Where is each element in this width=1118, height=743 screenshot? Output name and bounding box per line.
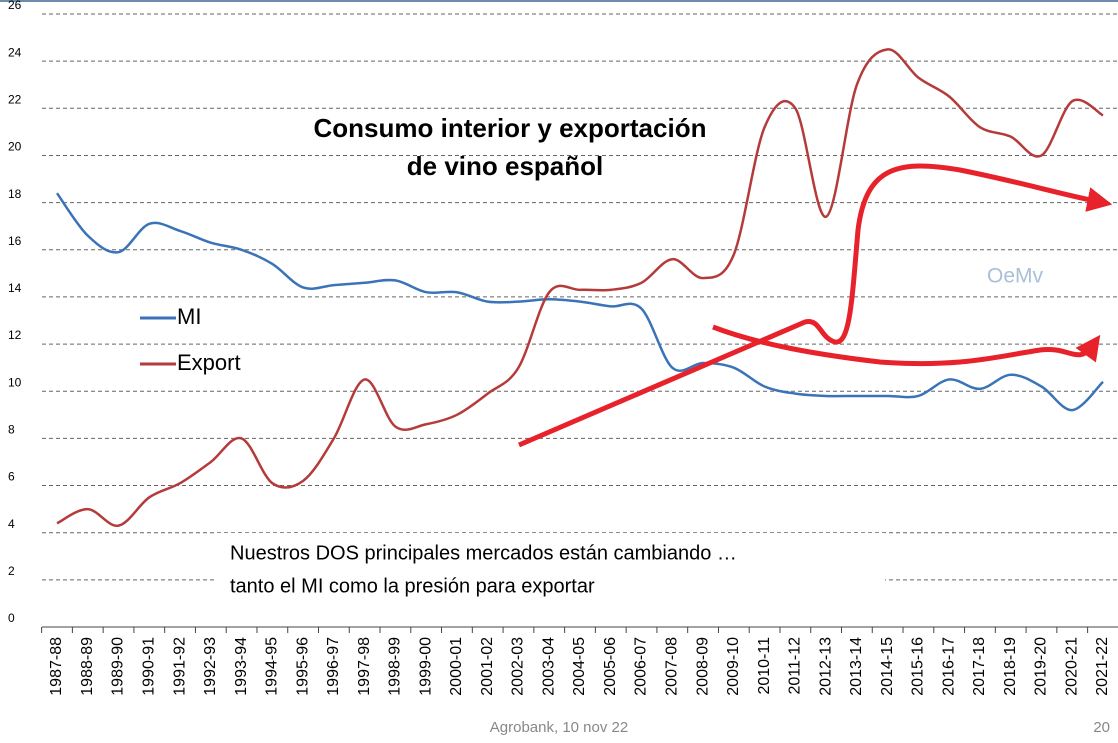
note-box [215,533,885,605]
y-tick-label: 4 [8,517,15,531]
x-tick-label: 1999-00 [417,637,434,696]
x-tick-label: 2002-03 [510,637,527,696]
x-tick-label: 2003-04 [540,637,557,696]
trend-arrow [518,163,1113,448]
x-tick-label: 2013-14 [848,637,865,696]
y-tick-label: 24 [8,45,22,59]
x-tick-label: 2000-01 [448,637,465,696]
x-tick-label: 1988-89 [79,637,96,696]
x-tick-label: 1992-93 [202,637,219,696]
x-tick-label: 2020-21 [1063,637,1080,696]
footer-source: Agrobank, 10 nov 22 [490,719,628,736]
x-tick-label: 1997-98 [356,637,373,696]
x-tick-label: 1991-92 [171,637,188,696]
y-tick-label: 18 [8,187,22,201]
x-tick-label: 1989-90 [110,637,127,696]
x-tick-label: 2007-08 [664,637,681,696]
note: tanto el MI como la presión para exporta… [230,575,595,597]
x-tick-label: 1996-97 [325,637,342,696]
y-tick-label: 10 [8,375,22,389]
x-tick-label: 2018-19 [1002,637,1019,696]
x-tick-label: 2006-07 [633,637,650,696]
y-tick-label: 6 [8,470,15,484]
x-tick-label: 1993-94 [233,637,250,696]
series-line [55,192,1104,412]
chart-title: Consumo interior y exportación [314,113,707,143]
y-tick-label: 8 [8,423,15,437]
x-tick-label: 2009-10 [725,637,742,696]
x-tick-label: 1998-99 [387,637,404,696]
x-tick-label: 1990-91 [141,637,158,696]
x-tick-label: 2011-12 [787,637,804,695]
y-tick-label: 22 [8,92,22,106]
x-tick-label: 2021-22 [1094,637,1111,696]
x-tick-label: 2016-17 [940,637,957,696]
y-tick-label: 2 [8,564,15,578]
y-tick-label: 0 [8,611,15,625]
series-line [56,48,1104,527]
x-tick-label: 2014-15 [879,637,896,696]
note: Nuestros DOS principales mercados están … [230,542,737,564]
x-tick-label: 1987-88 [48,637,65,696]
x-tick-label: 2001-02 [479,637,496,696]
x-tick-label: 2008-09 [694,637,711,696]
watermark: OeMv [987,265,1044,288]
chart-title: de vino español [407,151,604,181]
x-tick-label: 2012-13 [817,637,834,696]
legend-label: MI [177,304,201,329]
y-tick-label: 16 [8,234,22,248]
x-tick-label: 1995-96 [294,637,311,696]
y-tick-label: 12 [8,328,22,342]
x-tick-label: 2019-20 [1033,637,1050,696]
legend-label: Export [177,350,241,375]
x-tick-label: 2017-18 [971,637,988,696]
x-tick-label: 2004-05 [571,637,588,696]
x-tick-label: 2005-06 [602,637,619,696]
x-tick-label: 1994-95 [264,637,281,696]
trend-arrow [712,324,1101,367]
x-tick-label: 2010-11 [756,637,773,695]
y-tick-label: 20 [8,140,22,154]
page-number: 20 [1093,719,1110,736]
y-tick-label: 14 [8,281,22,295]
y-tick-label: 26 [8,0,22,12]
x-tick-label: 2015-16 [910,637,927,696]
